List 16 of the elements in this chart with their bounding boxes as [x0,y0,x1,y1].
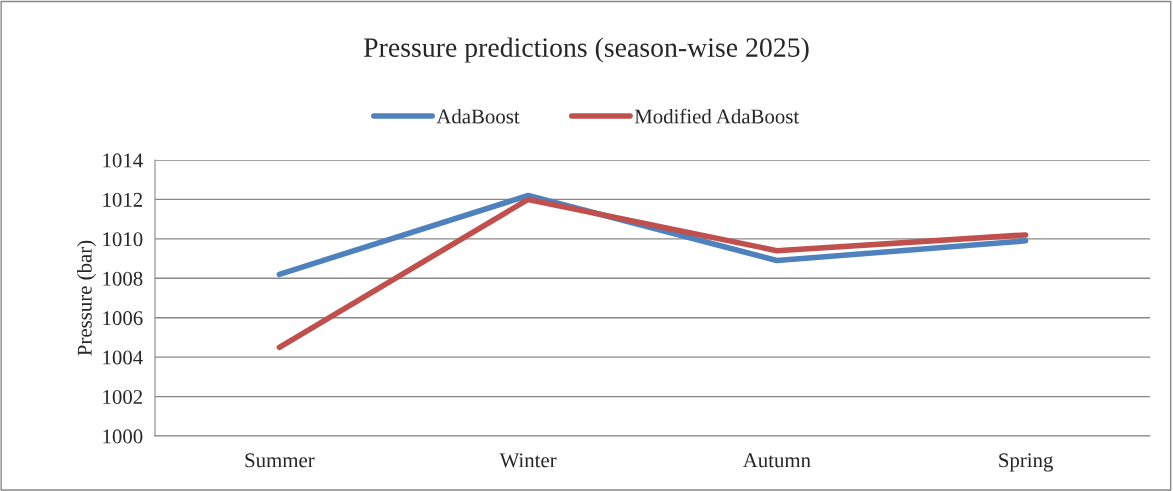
x-tick-label: Winter [499,453,557,468]
x-tick-label: Summer [245,453,315,468]
y-tick-label: 1002 [103,389,143,404]
y-tick-label: 1008 [103,271,143,286]
y-tick-label: 1014 [103,153,143,168]
y-tick-label: 1012 [103,192,143,207]
y-tick-label: 1004 [103,350,143,365]
y-axis-title: Pressure (bar) [77,240,96,356]
y-tick-label: 1006 [103,311,143,326]
legend-label: AdaBoost [436,108,520,124]
x-tick-label: Spring [999,453,1054,472]
x-tick-label: Autumn [742,453,811,468]
y-tick-label: 1000 [103,429,143,444]
chart-title: Pressure predictions (season-wise 2025) [363,37,809,63]
legend-label: Modified AdaBoost [634,108,800,124]
y-tick-label: 1010 [103,232,143,247]
